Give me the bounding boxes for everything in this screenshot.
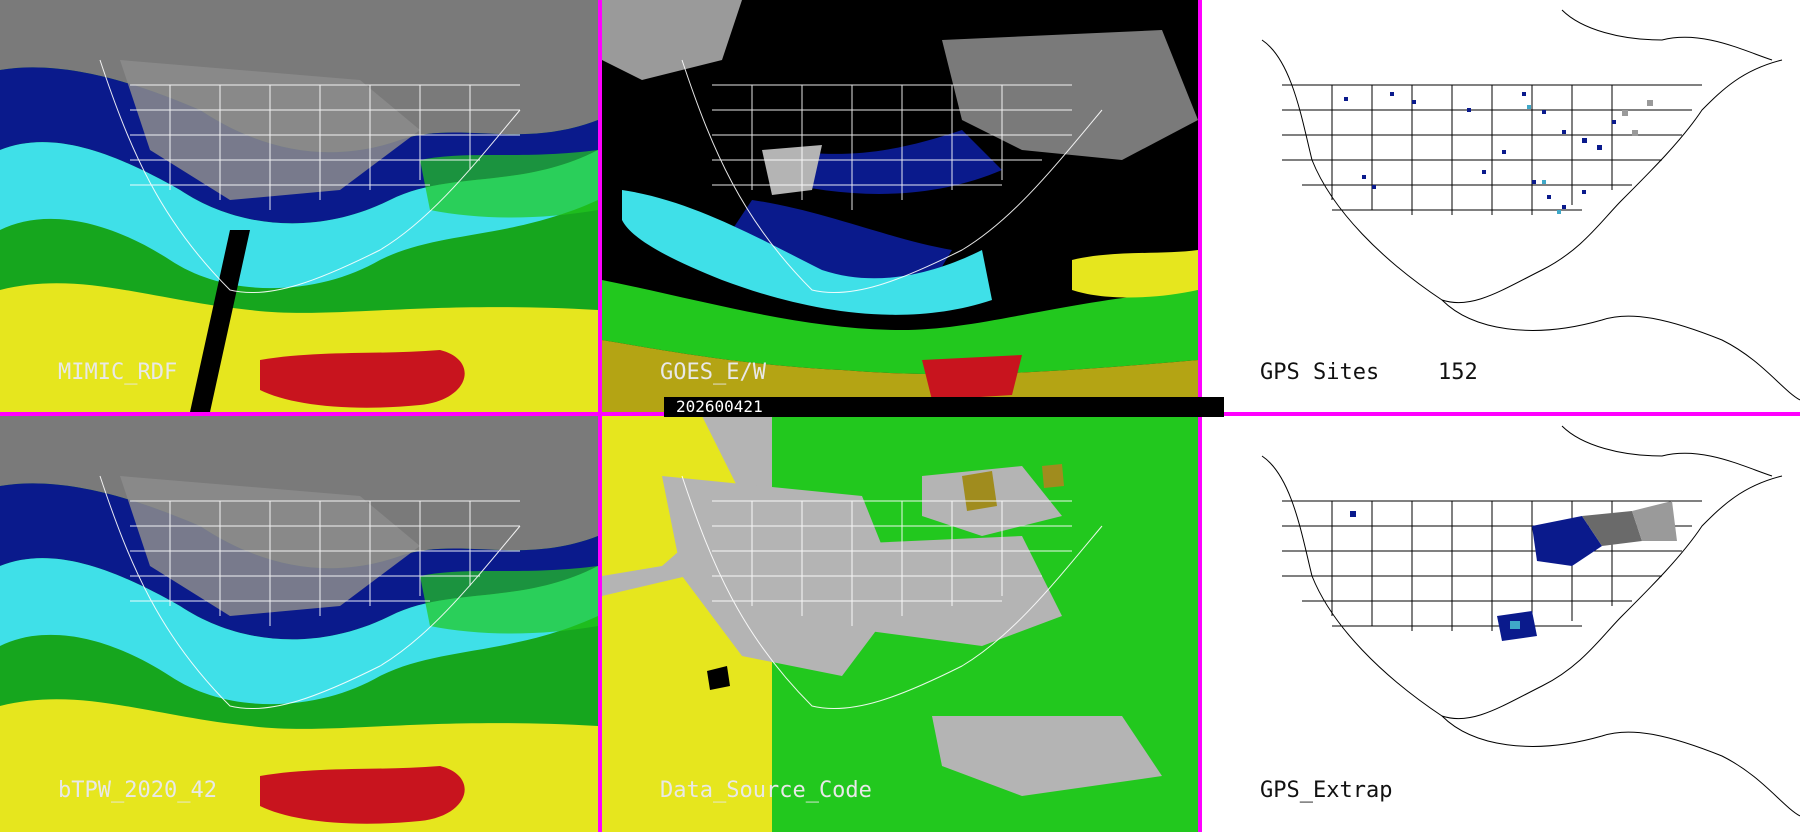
btpw-map <box>0 416 598 832</box>
panel-btpw: bTPW_2020_42 <box>0 416 598 832</box>
panel-goes: GOES_E/W <box>602 0 1198 412</box>
panel-gps-extrap: GPS_Extrap <box>1202 416 1800 832</box>
panel-label-gps-sites: GPS Sites <box>1260 360 1380 385</box>
panel-label-data-source-code: Data_Source_Code <box>660 778 872 803</box>
mimic-rdf-map <box>0 0 598 412</box>
gps-extrap-map <box>1202 416 1800 832</box>
data-source-code-map <box>602 416 1198 832</box>
panel-label-mimic-rdf: MIMIC_RDF <box>58 360 178 385</box>
gps-site-count: 152 <box>1438 360 1478 385</box>
divider-vertical-left <box>598 0 602 832</box>
timestamp-bar: 202600421 <box>664 397 1224 417</box>
panel-gps-sites: GPS Sites 152 <box>1202 0 1800 412</box>
goes-map <box>602 0 1198 412</box>
panel-label-goes: GOES_E/W <box>660 360 766 385</box>
panel-label-gps-extrap: GPS_Extrap <box>1260 778 1393 803</box>
panel-label-btpw: bTPW_2020_42 <box>58 778 217 803</box>
gps-sites-map <box>1202 0 1800 412</box>
panel-data-source-code: Data_Source_Code <box>602 416 1198 832</box>
panel-mimic-rdf: MIMIC_RDF <box>0 0 598 412</box>
